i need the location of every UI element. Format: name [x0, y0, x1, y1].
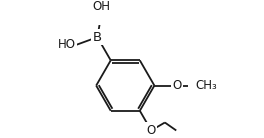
Text: OH: OH [92, 0, 110, 13]
Text: CH₃: CH₃ [195, 79, 217, 92]
Text: B: B [93, 31, 102, 44]
Text: O: O [147, 124, 156, 137]
Text: HO: HO [57, 39, 76, 51]
Text: O: O [172, 79, 182, 92]
